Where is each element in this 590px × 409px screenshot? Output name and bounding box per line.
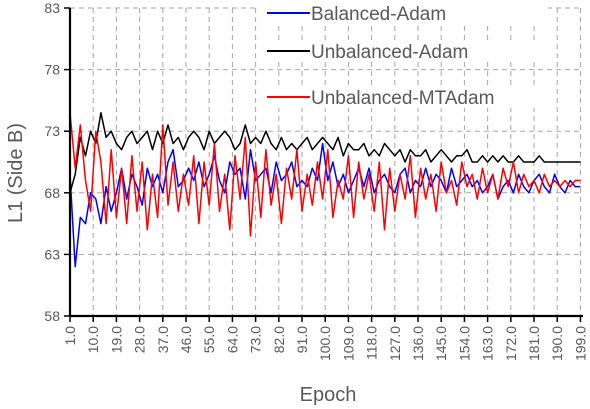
x-tick-label: 1.0 [62, 326, 78, 346]
y-tick-label: 73 [44, 123, 60, 139]
y-tick-label: 63 [44, 246, 60, 262]
series-layer [69, 111, 581, 268]
x-tick-label: 55.0 [201, 326, 217, 353]
legend-label-balanced-adam: Balanced-Adam [311, 4, 446, 25]
x-tick-label: 172.0 [503, 326, 519, 361]
x-tick-label: 91.0 [294, 326, 310, 353]
x-tick-label: 145.0 [433, 326, 449, 361]
x-tick-label: 199.0 [572, 326, 588, 361]
y-tick-label: 68 [44, 185, 60, 201]
x-tick-label: 100.0 [317, 326, 333, 361]
x-tick-label: 28.0 [132, 326, 148, 353]
y-tick-label: 58 [44, 308, 60, 324]
series-line-unbalanced-mtadam [69, 112, 581, 237]
y-axis-title: L1 (Side B) [5, 123, 27, 223]
legend-label-unbalanced-adam: Unbalanced-Adam [311, 42, 468, 63]
series-line-balanced-adam [69, 142, 581, 268]
x-tick-label: 46.0 [178, 326, 194, 353]
y-tick-label: 83 [44, 0, 60, 16]
x-tick-label: 37.0 [155, 326, 171, 353]
x-tick-label: 19.0 [108, 326, 124, 353]
legend-bg-unbalanced-adam [258, 40, 548, 62]
x-tick-label: 190.0 [549, 326, 565, 361]
x-tick-label: 163.0 [480, 326, 496, 361]
x-tick-label: 127.0 [387, 326, 403, 361]
x-tick-label: 82.0 [271, 326, 287, 353]
series-line-unbalanced-adam [69, 111, 581, 194]
x-tick-label: 10.0 [85, 326, 101, 353]
x-tick-label: 154.0 [456, 326, 472, 361]
legend-bg-unbalanced-mtadam [258, 86, 548, 108]
legend: Balanced-Adam Unbalanced-Adam Unbalanced-M… [258, 2, 548, 109]
legend-bg-balanced-adam [258, 2, 548, 24]
legend-label-unbalanced-mtadam: Unbalanced-MTAdam [311, 88, 494, 109]
x-axis-title: Epoch [300, 384, 357, 406]
x-tick-label: 136.0 [410, 326, 426, 361]
x-tick-label: 181.0 [526, 326, 542, 361]
y-tick-label: 78 [44, 62, 60, 78]
x-tick-label: 109.0 [340, 326, 356, 361]
x-tick-label: 64.0 [224, 326, 240, 353]
x-tick-label: 73.0 [248, 326, 264, 353]
axis-layer: 58 63 68 73 78 83 1.0 10.0 19.0 28.0 37.0 46.0 55.0 6… [44, 0, 588, 361]
x-tick-label: 118.0 [364, 326, 380, 360]
